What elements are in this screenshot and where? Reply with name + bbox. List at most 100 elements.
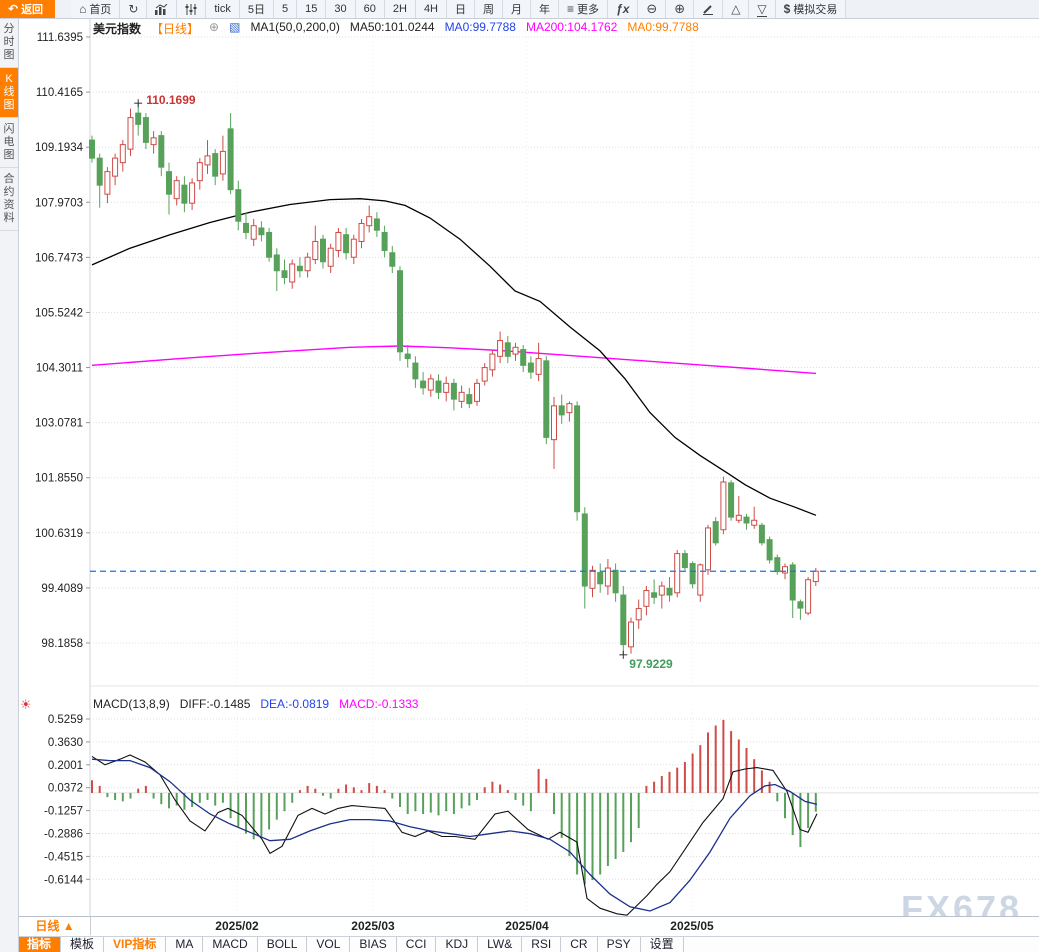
main-legend-segment-0: 美元指数 (93, 22, 142, 36)
indicator-tab-设置[interactable]: 设置 (641, 937, 684, 952)
svg-text:0.2001: 0.2001 (48, 760, 83, 772)
price-annotations: 110.1699 97.9229 (134, 93, 673, 671)
toolbar-period-60-button[interactable]: 60 (355, 0, 385, 18)
toolbar-period-5-button[interactable]: 5 (274, 0, 298, 18)
x-axis-label-2025-05: 2025/05 (670, 919, 714, 933)
home-icon: ⌂ (79, 1, 87, 16)
toolbar-zoom-in-button[interactable]: ⊕ (666, 0, 695, 18)
svg-text:103.0781: 103.0781 (35, 418, 83, 430)
svg-text:104.3011: 104.3011 (36, 363, 83, 375)
svg-text:0.5259: 0.5259 (48, 714, 83, 726)
indicator-tab-MA[interactable]: MA (166, 937, 204, 952)
macd-legend-segment-3: MACD:-0.1333 (339, 697, 419, 711)
svg-text:101.8550: 101.8550 (35, 473, 83, 485)
main-legend-segment-8: MA0:99.7788 (627, 20, 699, 34)
toolbar-period-year-button[interactable]: 年 (531, 0, 559, 18)
toolbar-period-day-button[interactable]: 日 (447, 0, 475, 18)
macd-legend-segment-0: MACD(13,8,9) (93, 697, 170, 711)
sliders-icon (185, 3, 197, 15)
indicator-tab-LW&[interactable]: LW& (478, 937, 523, 952)
main-legend-segment-4: MA1(50,0,200,0) (250, 20, 340, 34)
period-selector-button[interactable]: 日线 ▲ (20, 917, 91, 935)
main-legend-segment-5: MA50:101.0244 (349, 20, 435, 34)
svg-text:99.4089: 99.4089 (41, 583, 83, 595)
toolbar-tick-button[interactable]: tick (206, 0, 240, 18)
svg-text:105.5242: 105.5242 (35, 307, 83, 319)
macd-legend-segment-1: DIFF:-0.1485 (179, 697, 251, 711)
dea-line (91, 758, 818, 912)
ma200-line (91, 345, 817, 375)
toolbar-refresh-button[interactable]: ↻ (120, 0, 148, 18)
indicator-tab-VIP指标[interactable]: VIP指标 (104, 937, 167, 952)
svg-text:-0.2886: -0.2886 (44, 829, 83, 841)
toolbar-period-2h-button[interactable]: 2H (384, 0, 416, 18)
toolbar-period-month-button[interactable]: 月 (503, 0, 531, 18)
indicator-tab-VOL[interactable]: VOL (307, 937, 351, 952)
bar-chart-icon (155, 3, 168, 15)
indicator-tab-CR[interactable]: CR (561, 937, 598, 952)
main-legend-segment-7: MA200:104.1762 (525, 20, 618, 34)
x-axis-label-2025-02: 2025/02 (215, 919, 259, 933)
sidebar-tab-1[interactable]: K线图 (0, 68, 18, 118)
indicator-tab-RSI[interactable]: RSI (522, 937, 562, 952)
toolbar-indicator-chart-button[interactable] (147, 0, 178, 18)
main-chart-legend: 美元指数 【日线】 ⊕ ▧ MA1(50,0,200,0) MA50:101.0244 MA… (93, 20, 699, 37)
macd-legend-segment-2: DEA:-0.0819 (260, 697, 330, 711)
toolbar-period-week-button[interactable]: 周 (475, 0, 503, 18)
svg-text:111.6395: 111.6395 (37, 32, 83, 44)
toolbar-zoom-out-button[interactable]: ⊖ (638, 0, 667, 18)
toolbar-period-30-button[interactable]: 30 (326, 0, 356, 18)
x-axis-strip: 日线 ▲ 2025/02 2025/03 2025/04 2025/05 (18, 916, 1039, 936)
toolbar-simulated-trading-button[interactable]: $ 模拟交易 (775, 0, 847, 18)
main-legend-segment-1: 【日线】 (151, 22, 200, 36)
main-legend-segment-3: ▧ (229, 20, 241, 34)
sidebar-tab-2[interactable]: 闪电图 (0, 118, 18, 168)
svg-text:-0.6144: -0.6144 (44, 874, 84, 886)
indicator-tab-KDJ[interactable]: KDJ (436, 937, 479, 952)
main-legend-segment-6: MA0:99.7788 (444, 20, 516, 34)
svg-text:106.7473: 106.7473 (35, 252, 83, 264)
svg-text:107.9703: 107.9703 (35, 197, 83, 209)
indicator-tabs-bar: 指标 模板 VIP指标 MA MACD BOLL VOL BIAS CCI KDJ LW& RSI CR… (18, 936, 1039, 952)
sidebar-tab-3[interactable]: 合约资料 (0, 168, 18, 231)
triangle-up-icon: △ (731, 1, 741, 16)
indicator-tab-指标[interactable]: 指标 (18, 937, 62, 952)
fx-icon: ƒx (616, 1, 630, 16)
indicator-tab-MACD[interactable]: MACD (203, 937, 258, 952)
left-sidebar: 分时图 K线图 闪电图 合约资料 (0, 18, 19, 952)
indicator-tab-CCI[interactable]: CCI (397, 937, 437, 952)
toolbar-formula-button[interactable]: ƒx (608, 0, 639, 18)
toolbar-period-5d-button[interactable]: 5日 (239, 0, 274, 18)
main-legend-segment-2[interactable]: ⊕ (209, 20, 220, 34)
macd-legend: MACD(13,8,9) DIFF:-0.1485 DEA:-0.0819 MACD:… (93, 697, 418, 711)
back-button[interactable]: ↶ 返回 (0, 0, 56, 18)
indicator-tab-BIAS[interactable]: BIAS (350, 937, 397, 952)
high-annotation: 110.1699 (146, 93, 196, 107)
svg-text:98.1858: 98.1858 (41, 638, 83, 650)
sidebar-tab-0[interactable]: 分时图 (0, 18, 18, 68)
indicator-tab-模板[interactable]: 模板 (61, 937, 105, 952)
indicator-settings-icon[interactable]: ☀ (20, 697, 32, 712)
svg-text:-0.1257: -0.1257 (44, 806, 83, 818)
toolbar-parameters-button[interactable] (177, 0, 207, 18)
svg-text:-0.4515: -0.4515 (44, 851, 83, 863)
toolbar-period-15-button[interactable]: 15 (297, 0, 327, 18)
toolbar-draw-button[interactable] (694, 0, 724, 18)
low-annotation: 97.9229 (629, 657, 673, 671)
toolbar-period-4h-button[interactable]: 4H (415, 0, 447, 18)
svg-text:0.0372: 0.0372 (48, 783, 83, 795)
svg-text:110.4165: 110.4165 (36, 87, 83, 99)
dollar-icon: $ (783, 1, 791, 16)
indicator-tab-PSY[interactable]: PSY (598, 937, 641, 952)
toolbar-home-button[interactable]: ⌂ 首页 (71, 0, 121, 18)
svg-text:109.1934: 109.1934 (35, 142, 84, 154)
main-grid: 111.6395 110.4165 109.1934 107.9703 106.7473… (35, 32, 1039, 912)
menu-icon: ≡ (567, 1, 575, 16)
top-toolbar: ↶ 返回 ⌂ 首页 ↻ tick 5日 5 15 30 60 2H 4H 日周月年 ≡ 更多 ƒx ⊖ ⊕ △ ▽ $ 模拟… (0, 0, 1039, 19)
indicator-tab-BOLL[interactable]: BOLL (258, 937, 308, 952)
toolbar-triangle-up-button[interactable]: △ (723, 0, 750, 18)
toolbar-triangle-down-button[interactable]: ▽ (749, 0, 776, 18)
toolbar-more-button[interactable]: ≡ 更多 (559, 0, 609, 18)
